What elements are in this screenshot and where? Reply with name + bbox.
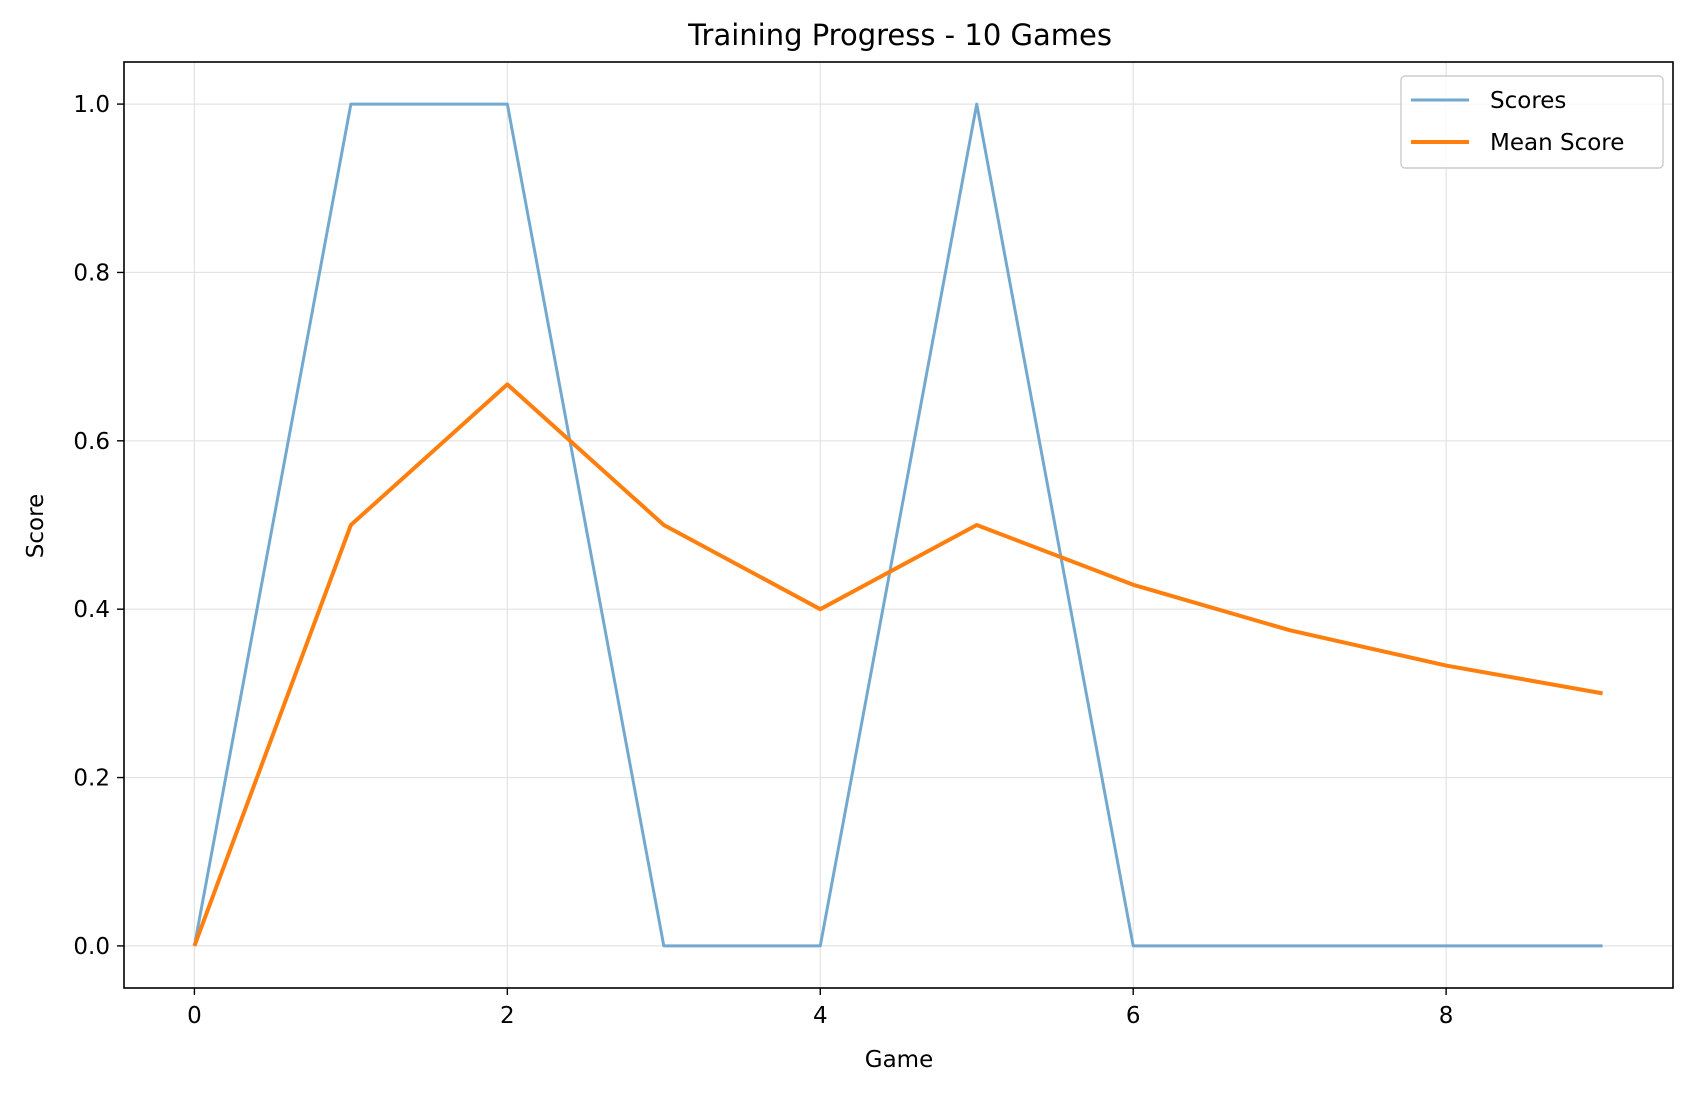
x-axis-label: Game [865, 1047, 933, 1073]
x-axis-ticks: 0 2 4 6 8 [187, 988, 1453, 1029]
series-layer [192, 102, 1603, 948]
series-line-0 [192, 102, 1603, 948]
y-tick-label: 1.0 [73, 92, 110, 118]
x-tick-label: 8 [1439, 1003, 1454, 1029]
y-tick-label: 0.8 [73, 260, 110, 286]
y-axis-ticks: 0.0 0.2 0.4 0.6 0.8 1.0 [73, 92, 124, 960]
legend-label-0: Scores [1490, 88, 1566, 114]
x-tick-label: 4 [813, 1003, 828, 1029]
y-tick-label: 0.6 [73, 429, 110, 455]
x-tick-label: 2 [500, 1003, 515, 1029]
legend: Scores Mean Score [1400, 75, 1664, 169]
chart-title: Training Progress - 10 Games [687, 18, 1112, 52]
series-line-1 [192, 382, 1603, 947]
y-tick-label: 0.4 [73, 597, 110, 623]
y-tick-label: 0.2 [73, 766, 110, 792]
y-tick-label: 0.0 [73, 934, 110, 960]
legend-label-1: Mean Score [1490, 130, 1624, 156]
x-tick-label: 6 [1126, 1003, 1141, 1029]
x-tick-label: 0 [187, 1003, 202, 1029]
plot-frame [123, 61, 1674, 989]
y-axis-label: Score [23, 494, 49, 558]
